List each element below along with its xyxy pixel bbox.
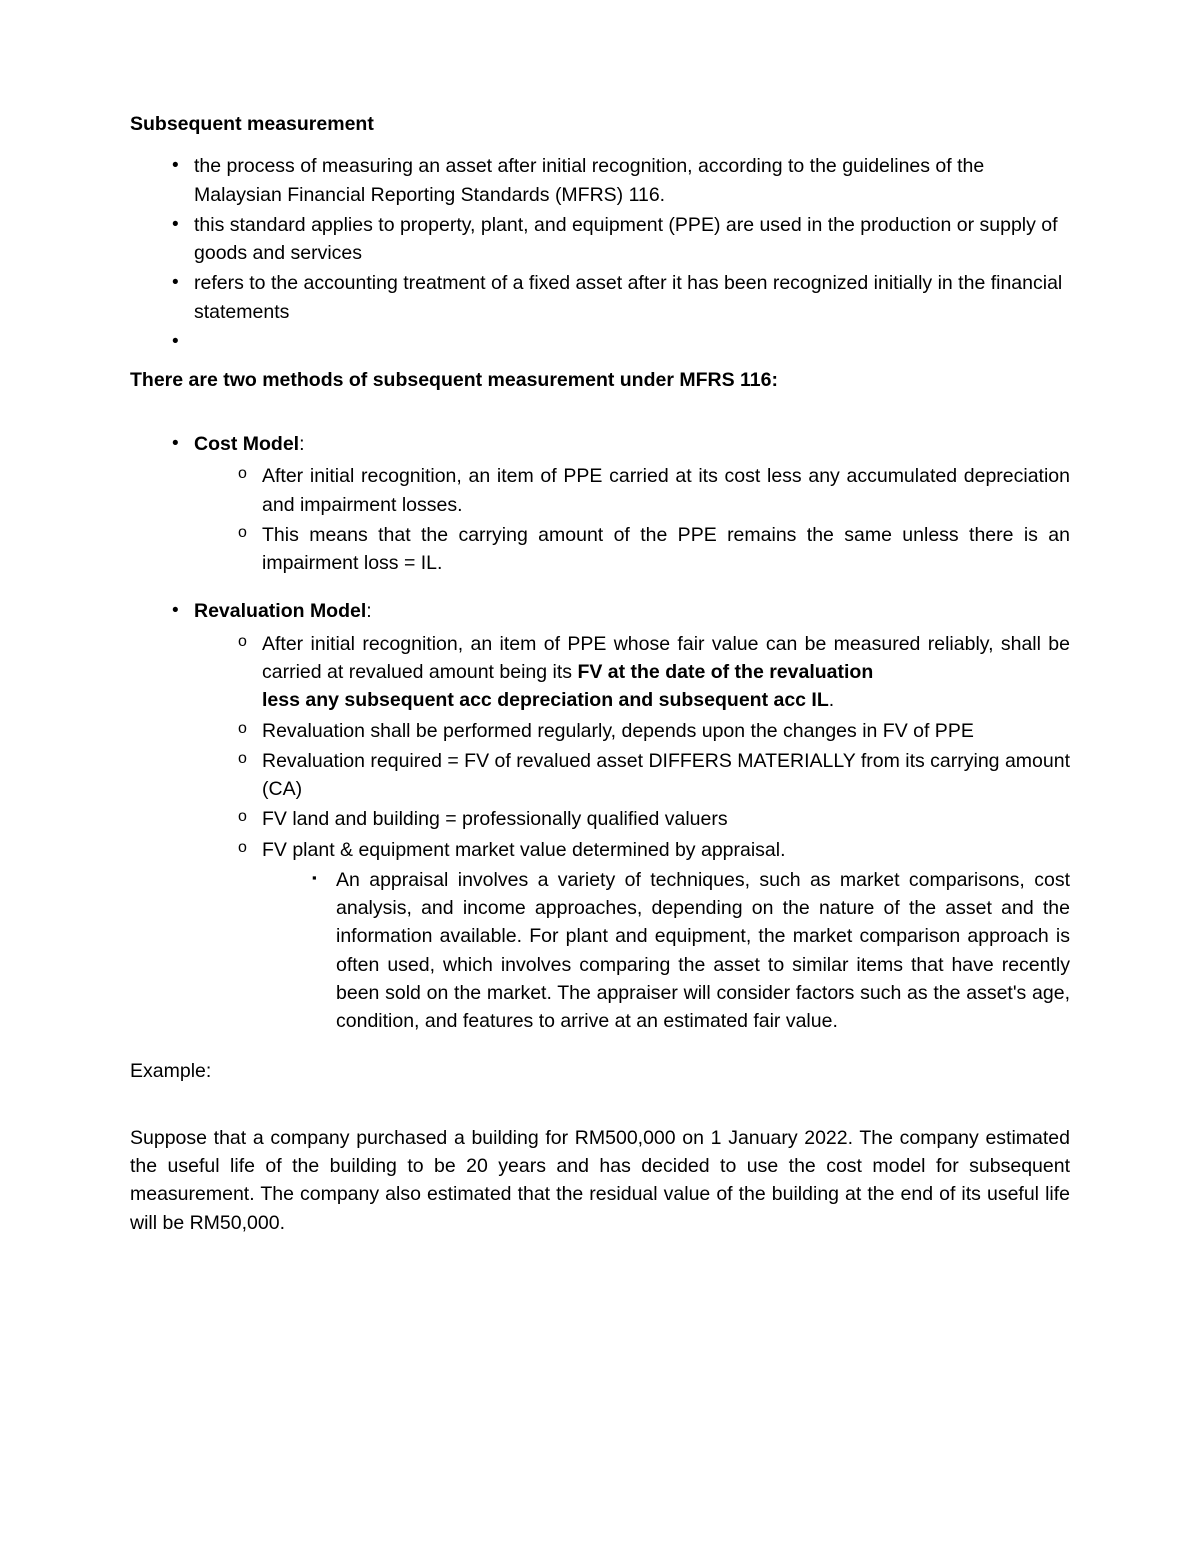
heading-two-methods: There are two methods of subsequent meas… xyxy=(130,366,1070,394)
intro-bullet-item: the process of measuring an asset after … xyxy=(172,152,1070,209)
revaluation-model-sublist: After initial recognition, an item of PP… xyxy=(194,630,1070,1036)
cost-model-item: Cost Model: After initial recognition, a… xyxy=(172,430,1070,577)
appraisal-detail: An appraisal involves a variety of techn… xyxy=(312,866,1070,1036)
cost-model-colon: : xyxy=(299,433,304,455)
cost-model-point: After initial recognition, an item of PP… xyxy=(238,462,1070,519)
revaluation-point-4: FV land and building = professionally qu… xyxy=(238,805,1070,833)
models-list: Cost Model: After initial recognition, a… xyxy=(130,430,1070,1035)
revaluation-point-1-bold2: less any subsequent acc depreciation and… xyxy=(262,689,829,711)
revaluation-point-1-period: . xyxy=(829,689,834,711)
revaluation-model-title: Revaluation Model xyxy=(194,600,366,622)
intro-bullet-item: refers to the accounting treatment of a … xyxy=(172,269,1070,326)
revaluation-model-colon: : xyxy=(366,600,371,622)
revaluation-point-5: FV plant & equipment market value determ… xyxy=(238,836,1070,1036)
cost-model-point: This means that the carrying amount of t… xyxy=(238,521,1070,578)
document-page: Subsequent measurement the process of me… xyxy=(0,0,1200,1553)
cost-model-title: Cost Model xyxy=(194,433,299,455)
cost-model-sublist: After initial recognition, an item of PP… xyxy=(194,462,1070,577)
revaluation-point-1-bold1: FV at the date of the revaluation xyxy=(577,661,873,683)
example-body: Suppose that a company purchased a build… xyxy=(130,1124,1070,1237)
intro-bullet-item: this standard applies to property, plant… xyxy=(172,211,1070,268)
revaluation-point-3: Revaluation required = FV of revalued as… xyxy=(238,747,1070,804)
revaluation-point-1: After initial recognition, an item of PP… xyxy=(238,630,1070,715)
example-label: Example: xyxy=(130,1057,1070,1085)
appraisal-sublist: An appraisal involves a variety of techn… xyxy=(262,866,1070,1036)
revaluation-point-2: Revaluation shall be performed regularly… xyxy=(238,717,1070,745)
heading-subsequent-measurement: Subsequent measurement xyxy=(130,110,1070,138)
revaluation-model-item: Revaluation Model: After initial recogni… xyxy=(172,597,1070,1035)
intro-bullet-item-empty xyxy=(172,328,1070,356)
revaluation-point-5-text: FV plant & equipment market value determ… xyxy=(262,839,786,861)
intro-bullet-list: the process of measuring an asset after … xyxy=(130,152,1070,356)
